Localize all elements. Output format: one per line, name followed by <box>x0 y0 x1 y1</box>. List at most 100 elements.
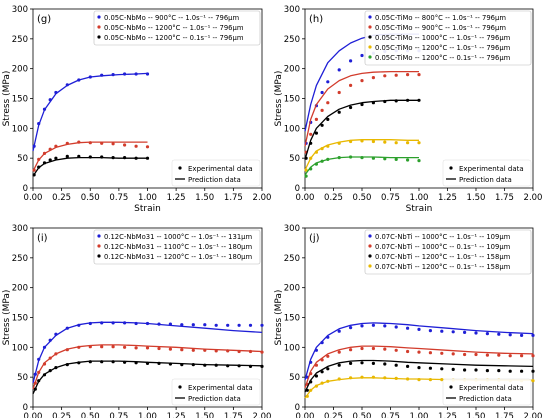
x-tick-label: 2.00 <box>524 412 543 418</box>
x-tick-label: 0.50 <box>353 412 372 418</box>
experimental-point <box>428 366 432 370</box>
experimental-point <box>349 83 353 87</box>
experimental-point <box>134 321 138 326</box>
experimental-point <box>417 350 421 354</box>
legend-entry: 0.12C-NbMo31 -- 1100°C -- 1.0s⁻¹ -- 180μ… <box>104 243 252 251</box>
experimental-point <box>33 372 37 376</box>
experimental-point <box>214 323 218 327</box>
experimental-point <box>360 346 364 351</box>
experimental-point <box>203 363 207 367</box>
experimental-point <box>168 322 172 326</box>
legend-bottom: Experimental data Prediction data <box>171 159 261 187</box>
experimental-point <box>77 140 81 144</box>
series-1 <box>304 322 535 381</box>
experimental-point <box>145 321 150 326</box>
legend-marker <box>97 15 101 19</box>
legend-marker <box>368 15 372 19</box>
experimental-point <box>371 139 375 144</box>
legend-entry: Prediction data <box>188 395 241 403</box>
legend-marker <box>97 254 101 258</box>
legend-marker-experimental <box>449 166 453 170</box>
x-axis: 0.00 0.25 0.50 0.75 1.00 1.25 1.50 1.75 2.00 <box>296 188 542 203</box>
legend-entry: 0.12C-NbMo31 -- 1000°C -- 1.0s⁻¹ -- 131μ… <box>104 233 252 241</box>
x-tick-label: 0.50 <box>353 193 372 203</box>
experimental-point <box>88 321 92 326</box>
y-tick-label: 250 <box>284 254 300 264</box>
experimental-point <box>54 90 58 95</box>
x-axis: 0.00 0.25 0.50 0.75 1.00 1.25 1.50 1.75 2.00 <box>24 188 271 203</box>
experimental-point <box>304 174 308 178</box>
x-tick-label: 0.50 <box>81 193 100 203</box>
legend-entry: 0.05C-TiMo -- 800°C -- 1.0s⁻¹ -- 796μm <box>375 14 506 22</box>
y-tick-label: 100 <box>284 124 300 134</box>
experimental-point <box>37 165 41 169</box>
experimental-point <box>237 349 241 354</box>
legend-bottom: Experimental data Prediction data <box>442 159 532 187</box>
experimental-point <box>394 363 398 367</box>
experimental-point <box>383 74 387 78</box>
experimental-point <box>337 156 341 160</box>
experimental-point <box>428 351 432 355</box>
y-tick-label: 300 <box>12 5 28 15</box>
experimental-point <box>145 145 150 149</box>
experimental-point <box>309 388 313 392</box>
legend-marker <box>368 254 372 258</box>
legend-box <box>442 378 532 406</box>
experimental-point <box>145 361 150 365</box>
experimental-point <box>37 379 41 383</box>
experimental-point <box>508 354 512 358</box>
experimental-point <box>111 321 115 325</box>
series-2 <box>304 70 421 154</box>
experimental-point <box>77 78 81 82</box>
experimental-point <box>54 366 58 370</box>
legend-entry: Prediction data <box>459 395 512 403</box>
legend-entry: Prediction data <box>459 176 512 184</box>
experimental-point <box>123 345 127 349</box>
experimental-point <box>417 141 421 145</box>
series-3 <box>304 98 421 160</box>
experimental-point <box>42 107 47 111</box>
experimental-point <box>326 367 330 371</box>
x-tick-label: 1.50 <box>195 193 214 203</box>
y-tick-label: 200 <box>12 65 28 75</box>
experimental-point <box>417 73 421 77</box>
experimental-point <box>383 99 387 104</box>
experimental-point <box>145 72 150 76</box>
experimental-point <box>180 363 184 367</box>
x-tick-label: 0.75 <box>381 193 400 203</box>
legend-box <box>93 10 261 46</box>
experimental-point <box>360 375 364 379</box>
legend-entry: 0.05C-NbMo -- 1200°C -- 0.1s⁻¹ -- 796μm <box>104 34 244 42</box>
legend-box <box>93 229 261 265</box>
experimental-point <box>314 363 318 367</box>
experimental-point <box>168 347 172 351</box>
experimental-point <box>48 98 52 102</box>
y-tick-label: 50 <box>289 154 300 164</box>
experimental-point <box>305 394 309 398</box>
experimental-point <box>520 369 524 373</box>
experimental-point <box>304 156 308 160</box>
experimental-point <box>360 102 364 107</box>
experimental-point <box>531 333 535 337</box>
prediction-line <box>32 344 263 390</box>
legend-box <box>171 159 261 187</box>
legend-marker-experimental <box>178 385 182 389</box>
experimental-point <box>123 360 127 364</box>
legend-entry: 0.05C-NbMo -- 900°C -- 1.0s⁻¹ -- 796μm <box>104 14 240 22</box>
x-axis: 0.00 0.25 0.50 0.75 1.00 1.25 1.50 1.75 2.00 <box>296 407 543 418</box>
experimental-point <box>406 73 410 77</box>
experimental-point <box>314 348 318 352</box>
experimental-point <box>326 379 330 383</box>
experimental-point <box>371 346 375 351</box>
legend-marker-experimental <box>178 166 182 170</box>
experimental-point <box>485 332 489 336</box>
experimental-point <box>134 361 138 365</box>
x-tick-label: 1.00 <box>410 193 429 203</box>
experimental-point <box>326 354 330 358</box>
experimental-point <box>42 161 47 165</box>
experimental-point <box>309 167 313 171</box>
experimental-point <box>123 321 127 325</box>
legend-entry: Experimental data <box>459 384 524 392</box>
series-1 <box>32 321 264 384</box>
experimental-point <box>214 349 218 353</box>
